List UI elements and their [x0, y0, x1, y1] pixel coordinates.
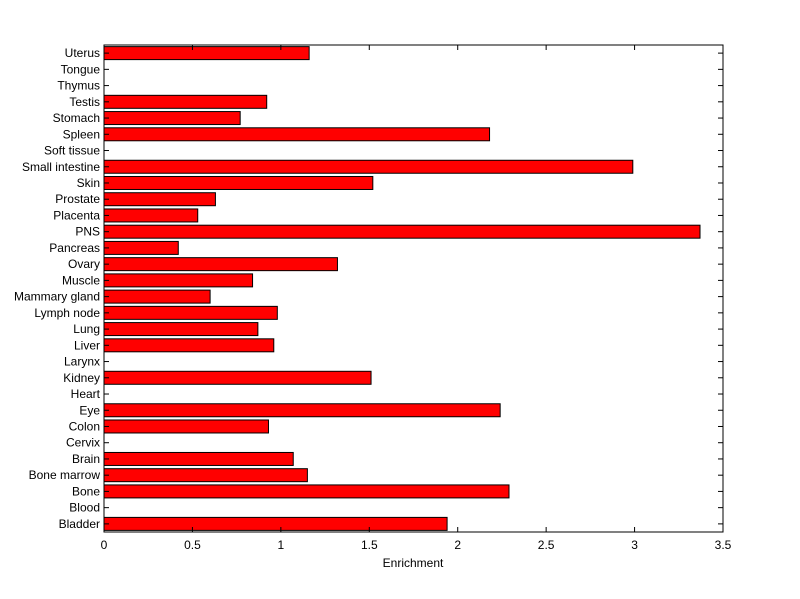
- y-tick-label: Stomach: [53, 111, 100, 125]
- y-tick-label: Liver: [74, 338, 100, 352]
- y-tick-label: Cervix: [66, 436, 100, 450]
- x-tick-label: 3.5: [715, 538, 732, 552]
- bar-placenta: [103, 208, 199, 223]
- bar-bladder: [103, 516, 448, 531]
- y-tick-label: Small intestine: [22, 160, 100, 174]
- bar-small-intestine: [103, 159, 634, 174]
- bar-liver: [103, 338, 275, 353]
- y-tick-label: Placenta: [53, 208, 100, 222]
- bar-bone: [103, 484, 510, 499]
- y-tick-label: PNS: [75, 225, 100, 239]
- y-ticks-group: Bladder Blood Bone Bone marrow Brain Cervix Co…: [14, 46, 723, 531]
- bar-ovary: [103, 257, 338, 272]
- bar-pns: [103, 224, 701, 239]
- x-tick-label: 3: [631, 538, 638, 552]
- bar-testis: [103, 94, 268, 109]
- plot-frame: [103, 44, 724, 533]
- bar-colon: [103, 419, 269, 434]
- bar-lung: [103, 322, 259, 337]
- y-tick-label: Tongue: [61, 62, 101, 76]
- x-tick-label: 1.5: [361, 538, 378, 552]
- plot-area: [104, 45, 723, 532]
- y-tick-label: Thymus: [57, 79, 100, 93]
- x-tick-label: 2.5: [538, 538, 555, 552]
- x-tick-label: 2: [454, 538, 461, 552]
- y-tick-label: Bone: [72, 484, 100, 498]
- y-tick-label: Spleen: [63, 127, 100, 141]
- y-tick-label: Ovary: [68, 257, 100, 271]
- bar-skin: [103, 175, 374, 190]
- y-tick-label: Muscle: [62, 273, 100, 287]
- y-tick-label: Blood: [69, 501, 100, 515]
- x-tick-label: 0.5: [184, 538, 201, 552]
- bar-muscle: [103, 273, 254, 288]
- y-tick-label: Eye: [79, 403, 100, 417]
- x-ticks-group: 0 0.5 1 1.5 2 2.5 3 3.5: [101, 45, 732, 552]
- bar-spleen: [103, 127, 491, 142]
- y-tick-label: Kidney: [63, 371, 100, 385]
- y-tick-label: Testis: [69, 95, 100, 109]
- y-tick-label: Heart: [71, 387, 101, 401]
- y-tick-label: Skin: [77, 176, 100, 190]
- bar-brain: [103, 451, 294, 466]
- bar-mammary-gland: [103, 289, 211, 304]
- y-tick-label: Soft tissue: [44, 144, 100, 158]
- x-tick-label: 1: [278, 538, 285, 552]
- y-tick-label: Brain: [72, 452, 100, 466]
- y-tick-label: Lymph node: [34, 306, 100, 320]
- bar-eye: [103, 403, 501, 418]
- x-tick-label: 0: [101, 538, 108, 552]
- bar-bone-marrow: [103, 468, 308, 483]
- bar-pancreas: [103, 240, 179, 255]
- bar-prostate: [103, 192, 216, 207]
- y-tick-label: Uterus: [65, 46, 100, 60]
- y-tick-label: Larynx: [64, 355, 100, 369]
- bar-kidney: [103, 370, 372, 385]
- bar-uterus: [103, 46, 310, 61]
- y-tick-label: Bladder: [59, 517, 100, 531]
- y-tick-label: Lung: [73, 322, 100, 336]
- y-tick-label: Mammary gland: [14, 290, 100, 304]
- y-tick-label: Colon: [69, 419, 100, 433]
- bar-stomach: [103, 111, 241, 126]
- y-tick-label: Pancreas: [49, 241, 100, 255]
- y-tick-label: Prostate: [55, 192, 100, 206]
- y-tick-label: Bone marrow: [29, 468, 101, 482]
- bar-lymph-node: [103, 305, 278, 320]
- x-axis-title: Enrichment: [383, 556, 444, 570]
